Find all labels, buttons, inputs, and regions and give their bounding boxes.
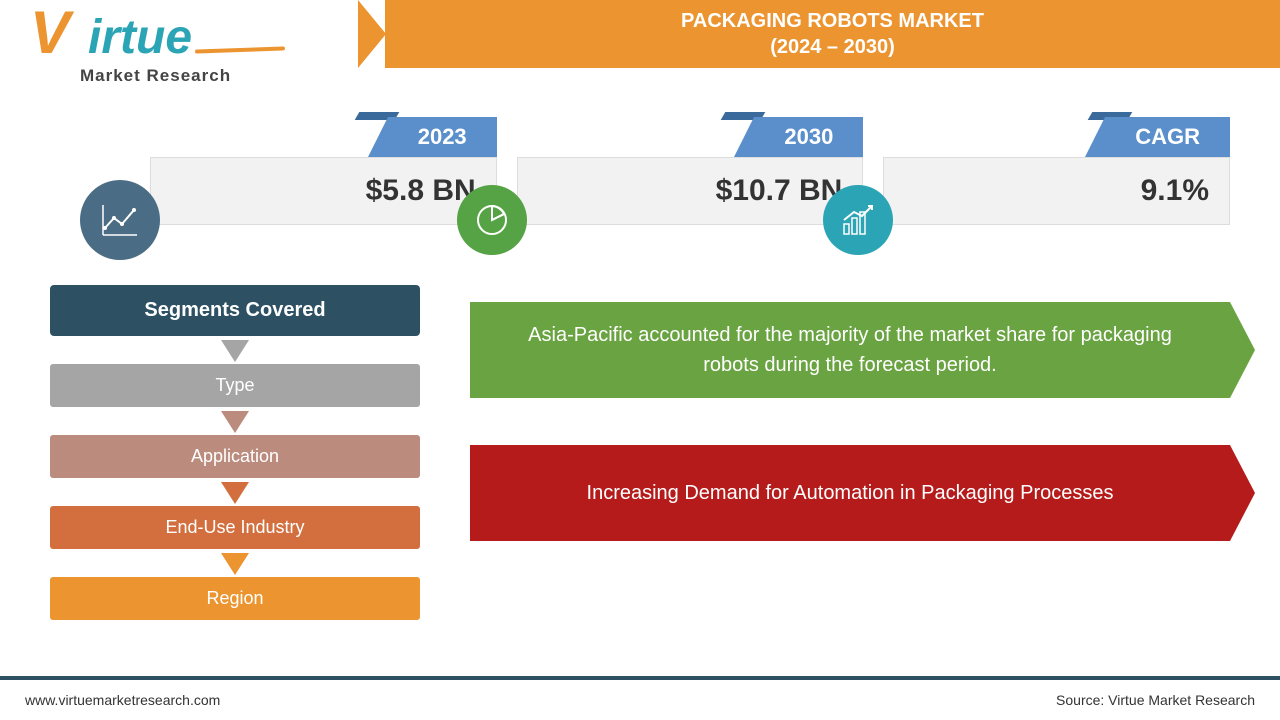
segments-title: Segments Covered (50, 285, 420, 336)
logo-rest: irtue (88, 10, 192, 65)
flow-arrow-icon (221, 340, 249, 362)
highlight-region: Asia-Pacific accounted for the majority … (470, 302, 1230, 398)
stat-2023: 2023 $5.8 BN (150, 125, 497, 225)
stat-value-cagr: 9.1% (883, 157, 1230, 225)
footer-bar: www.virtuemarketresearch.com Source: Vir… (0, 676, 1280, 720)
title-line-1: PACKAGING ROBOTS MARKET (681, 10, 984, 32)
brand-logo: V irtue Market Research (30, 8, 340, 86)
highlight-text: Asia-Pacific accounted for the majority … (510, 320, 1190, 380)
logo-letter-v: V (30, 0, 70, 67)
stat-cagr-label: CAGR (1105, 117, 1230, 157)
title-line-2: (2024 – 2030) (770, 36, 895, 58)
footer-source: Source: Virtue Market Research (1056, 692, 1255, 708)
stat-year-label: 2030 (754, 117, 863, 157)
stat-value-2023: $5.8 BN (150, 157, 497, 225)
highlight-text: Increasing Demand for Automation in Pack… (587, 478, 1114, 508)
segment-label: Region (206, 588, 263, 608)
footer-url: www.virtuemarketresearch.com (25, 692, 220, 708)
segment-region: Region (50, 577, 420, 620)
pie-chart-icon (457, 185, 527, 255)
page-title: PACKAGING ROBOTS MARKET (2024 – 2030) (681, 8, 984, 60)
stats-row: 2023 $5.8 BN 2030 $10.7 BN CAGR 9.1% (150, 125, 1230, 225)
growth-chart-icon (823, 185, 893, 255)
stat-2030: 2030 $10.7 BN (517, 125, 864, 225)
logo-arc-decoration (195, 46, 285, 53)
flow-arrow-icon (221, 411, 249, 433)
header-arrow-decoration (358, 0, 386, 68)
highlight-driver: Increasing Demand for Automation in Pack… (470, 445, 1230, 541)
stat-value-2030: $10.7 BN (517, 157, 864, 225)
segment-label: Application (191, 446, 279, 466)
header-banner: PACKAGING ROBOTS MARKET (2024 – 2030) (385, 0, 1280, 68)
stat-cagr: CAGR 9.1% (883, 125, 1230, 225)
line-chart-icon (80, 180, 160, 260)
segment-application: Application (50, 435, 420, 478)
segment-label: Type (215, 375, 254, 395)
segment-type: Type (50, 364, 420, 407)
segments-panel: Segments Covered Type Application End-Us… (50, 285, 420, 620)
logo-tagline: Market Research (80, 66, 231, 86)
stat-year-label: 2023 (388, 117, 497, 157)
segment-label: End-Use Industry (165, 517, 304, 537)
segment-end-use: End-Use Industry (50, 506, 420, 549)
flow-arrow-icon (221, 553, 249, 575)
flow-arrow-icon (221, 482, 249, 504)
